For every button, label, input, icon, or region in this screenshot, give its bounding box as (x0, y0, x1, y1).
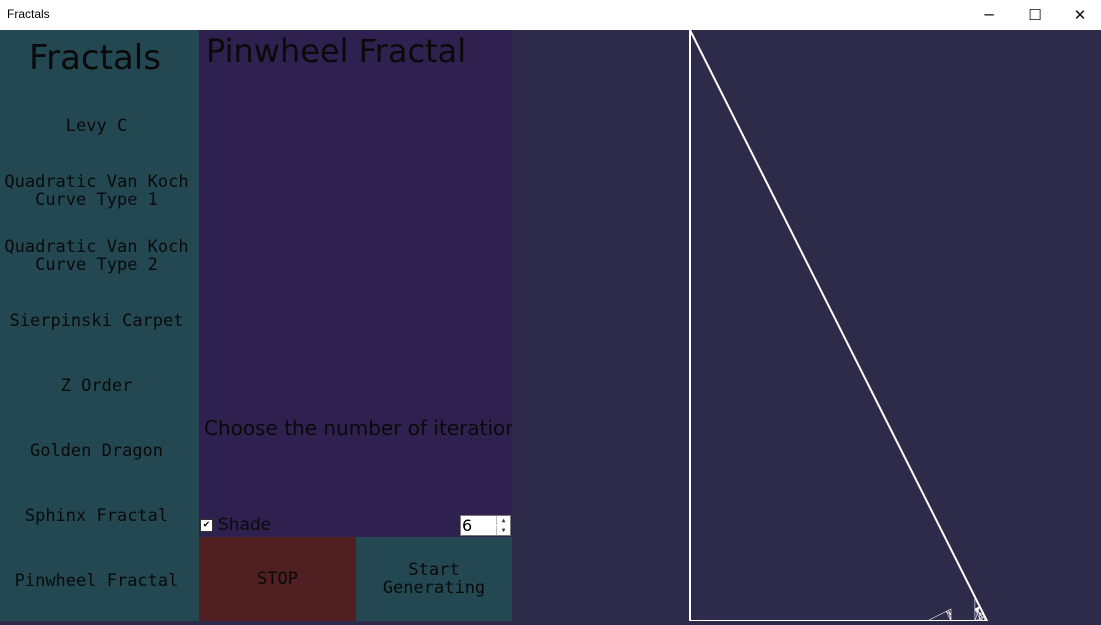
shade-checkbox[interactable]: ✔ (200, 518, 213, 532)
iterations-stepper[interactable]: ▲ ▼ (460, 515, 511, 536)
minimize-icon: ─ (984, 6, 994, 24)
minimize-button[interactable]: ─ (966, 0, 1012, 30)
maximize-button[interactable]: ☐ (1012, 0, 1058, 30)
title-bar: Fractals ─ ☐ ✕ (0, 0, 1101, 30)
nav-sierpinski-carpet[interactable]: Sierpinski Carpet (9, 311, 184, 331)
nav-z-order[interactable]: Z Order (60, 376, 133, 396)
nav-golden-dragon[interactable]: Golden Dragon (29, 441, 164, 461)
fractal-lines (926, 596, 988, 622)
app-title: Fractals (29, 38, 161, 78)
checkmark-icon: ✔ (203, 519, 210, 530)
stop-button[interactable]: STOP (199, 537, 356, 621)
fractal-heading: Pinwheel Fractal (206, 32, 467, 70)
iteration-label: Choose the number of iteration (204, 416, 518, 440)
close-button[interactable]: ✕ (1057, 0, 1101, 30)
nav-van-koch-type-2[interactable]: Quadratic Van Koch Curve Type 2 (4, 237, 189, 275)
maximize-icon: ☐ (1028, 6, 1042, 24)
shade-checkbox-group[interactable]: ✔ Shade (200, 515, 271, 535)
stepper-down-icon[interactable]: ▼ (496, 526, 510, 535)
start-generating-button[interactable]: Start Generating (356, 537, 512, 621)
fractal-outline (689, 29, 989, 622)
fractal-canvas (512, 29, 1101, 622)
shade-label: Shade (218, 515, 272, 535)
nav-pinwheel-fractal[interactable]: Pinwheel Fractal (14, 571, 179, 591)
pinwheel-fractal-drawing (689, 29, 989, 622)
iterations-input[interactable] (461, 516, 498, 535)
close-icon: ✕ (1073, 6, 1087, 24)
sidebar: Fractals Levy C Quadratic Van Koch Curve… (0, 30, 199, 621)
settings-panel: Pinwheel Fractal Choose the number of it… (199, 30, 518, 537)
stepper-up-icon[interactable]: ▲ (496, 516, 510, 525)
nav-levy-c[interactable]: Levy C (65, 116, 128, 136)
nav-van-koch-type-1[interactable]: Quadratic Van Koch Curve Type 1 (4, 172, 189, 210)
window-title: Fractals (7, 7, 50, 21)
nav-sphinx-fractal[interactable]: Sphinx Fractal (24, 506, 169, 526)
